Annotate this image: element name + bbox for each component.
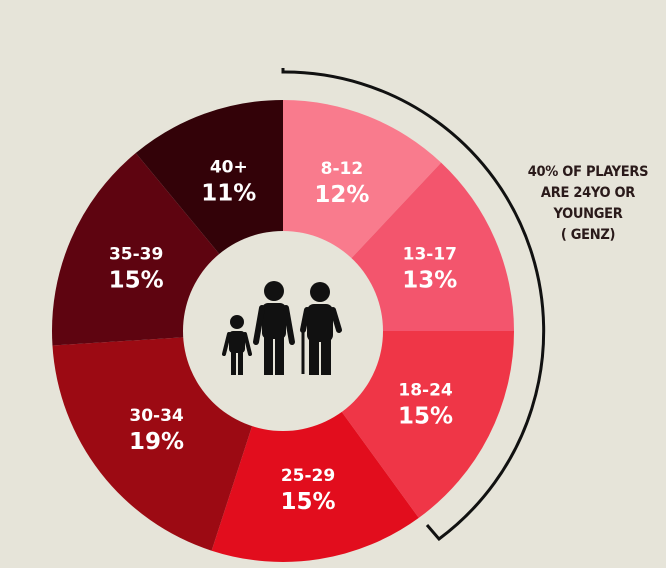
slice-percent-label: 11% [201,180,256,206]
slice-25-29 [211,331,419,562]
slice-labels: 8-12 12% 13-17 13% 18-24 15% 25-29 15% 30-34 19% 3… [109,157,458,515]
annotation-line-4: ( GENZ) [560,227,616,243]
slice-range-label: 25-29 [281,466,335,486]
slice-percent-label: 19% [129,429,184,455]
slice-range-label: 35-39 [109,244,163,264]
slice-percent-label: 15% [109,267,164,293]
annotation-line-1: 40% OF PLAYERS [527,164,649,180]
family-silhouette-icon [222,281,342,375]
slice-range-label: 40+ [210,157,248,177]
slice-range-label: 18-24 [398,381,453,401]
genz-bracket [281,68,546,542]
slice-range-label: 8-12 [321,159,364,179]
annotation-line-3: YOUNGER [553,206,623,222]
slice-percent-label: 13% [402,267,457,293]
slice-percent-label: 15% [280,489,335,515]
slice-percent-label: 12% [314,182,369,208]
slice-range-label: 30-34 [129,406,184,426]
annotation-line-2: ARE 24YO OR [540,185,636,201]
genz-annotation: 40% OF PLAYERS ARE 24YO OR YOUNGER ( GEN… [512,162,664,246]
slice-range-label: 13-17 [403,244,457,264]
slice-percent-label: 15% [398,404,453,430]
